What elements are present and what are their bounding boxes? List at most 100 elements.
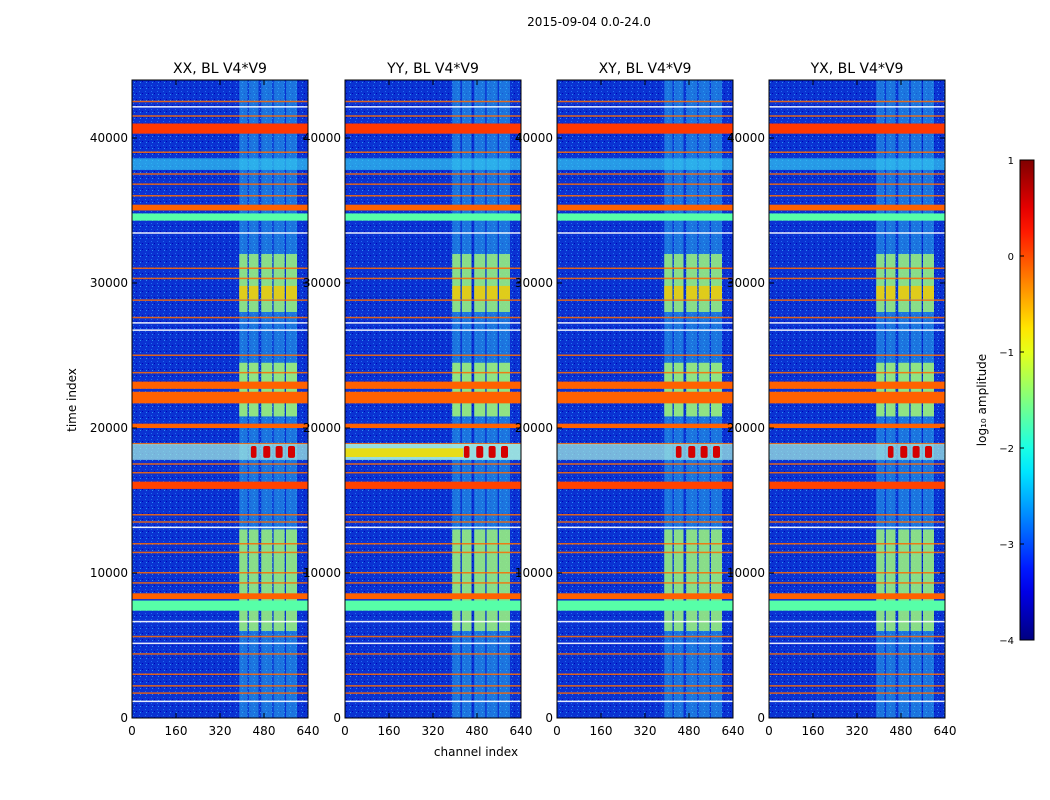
gap-line — [132, 232, 308, 234]
flag-line — [132, 151, 308, 153]
rfi-channel-segment — [452, 254, 461, 312]
flag-line — [769, 442, 945, 445]
flag-line — [769, 316, 945, 319]
flagged-row — [769, 600, 945, 611]
panel-2: YY, BL V4*V9 0 160 320 480 640 0 10000 20000 3000… — [303, 61, 533, 738]
x-tick-label: 160 — [378, 724, 401, 738]
panel-3: XY, BL V4*V9 0 160 320 480 640 0 10000 20000 3000… — [515, 61, 745, 738]
flagged-row — [132, 123, 308, 134]
rfi-channel-segment — [486, 254, 498, 312]
flag-line — [769, 692, 945, 694]
rfi-channel-segment — [686, 254, 698, 312]
burst-hotspot — [675, 445, 682, 458]
rfi-channel-segment — [248, 529, 259, 631]
flag-line — [769, 277, 945, 280]
rfi-channel-segment — [286, 285, 297, 299]
flag-line — [345, 685, 521, 687]
flag-line — [557, 354, 733, 356]
flag-line — [345, 572, 521, 574]
flag-line — [132, 514, 308, 516]
rfi-channel-segment — [664, 529, 673, 631]
colorbar-tick-label: 1 — [1008, 156, 1014, 167]
rfi-channel-segment — [885, 285, 896, 299]
flagged-row — [557, 423, 733, 428]
rfi-channel-segment — [898, 285, 910, 299]
y-tick-label: 40000 — [90, 131, 128, 145]
burst-hotspot — [263, 445, 271, 458]
flagged-row — [132, 204, 308, 211]
rfi-channel-segment — [239, 285, 248, 299]
flag-line — [345, 635, 521, 638]
flag-line — [557, 316, 733, 319]
burst-hotspot — [925, 445, 932, 458]
y-tick-label: 20000 — [515, 421, 553, 435]
gap-line — [345, 620, 521, 623]
flagged-row — [345, 600, 521, 611]
flag-line — [769, 354, 945, 356]
gap-line — [769, 329, 945, 331]
rfi-channel-segment — [885, 362, 896, 417]
colorbar-tick-label: −1 — [999, 348, 1014, 359]
flagged-row — [132, 381, 308, 389]
y-tick-label: 10000 — [90, 566, 128, 580]
flag-line — [132, 371, 308, 374]
colorbar-tick-label: 0 — [1008, 252, 1014, 263]
rfi-channel-segment — [239, 362, 248, 417]
flag-line — [769, 543, 945, 545]
rfi-channel-segment — [698, 529, 710, 631]
y-tick-label: 0 — [333, 711, 341, 725]
x-tick-label: 640 — [510, 724, 533, 738]
flagged-row — [557, 204, 733, 211]
flag-line — [132, 572, 308, 574]
flag-line — [345, 543, 521, 545]
flagged-row — [345, 391, 521, 404]
gap-line — [769, 322, 945, 324]
rfi-channel-segment — [698, 362, 710, 417]
rfi-channel-segment — [474, 362, 486, 417]
rfi-channel-segment — [286, 529, 297, 631]
flag-line — [769, 115, 945, 117]
flagged-row — [345, 423, 521, 428]
band-38000 — [769, 158, 945, 170]
gap-line — [557, 642, 733, 645]
flag-line — [345, 692, 521, 694]
colorbar-label: log₁₀ amplitude — [975, 354, 989, 446]
rfi-channel-segment — [474, 529, 486, 631]
flagged-row — [557, 123, 733, 134]
burst-hotspot — [900, 445, 908, 458]
panel-image — [557, 80, 733, 718]
rfi-channel-segment — [923, 254, 934, 312]
flag-line — [132, 195, 308, 197]
rfi-channel-segment — [286, 254, 297, 312]
flag-line — [132, 543, 308, 545]
flag-line — [557, 551, 733, 554]
flag-line — [769, 582, 945, 584]
x-tick-label: 320 — [846, 724, 869, 738]
rfi-channel-segment — [486, 285, 498, 299]
flagged-row — [345, 481, 521, 489]
rfi-channel-segment — [910, 529, 922, 631]
flag-line — [769, 635, 945, 638]
gap-line — [345, 526, 521, 529]
y-tick-label: 30000 — [727, 276, 765, 290]
panel-image — [132, 80, 308, 718]
rfi-channel-segment — [261, 254, 273, 312]
x-tick-label: 0 — [765, 724, 773, 738]
rfi-channel-segment — [486, 529, 498, 631]
x-tick-label: 320 — [209, 724, 232, 738]
burst-hotspot — [250, 445, 257, 458]
rfi-channel-segment — [239, 254, 248, 312]
gap-line — [132, 620, 308, 623]
flag-line — [769, 371, 945, 374]
flag-line — [769, 521, 945, 523]
gap-line — [132, 700, 308, 703]
flag-line — [557, 299, 733, 301]
x-tick-label: 480 — [253, 724, 276, 738]
y-tick-label: 40000 — [727, 131, 765, 145]
flag-line — [132, 582, 308, 584]
y-tick-label: 20000 — [727, 421, 765, 435]
flagged-row — [345, 204, 521, 211]
gap-line — [769, 526, 945, 529]
flagged-row — [769, 213, 945, 221]
burst-hotspot — [713, 445, 720, 458]
